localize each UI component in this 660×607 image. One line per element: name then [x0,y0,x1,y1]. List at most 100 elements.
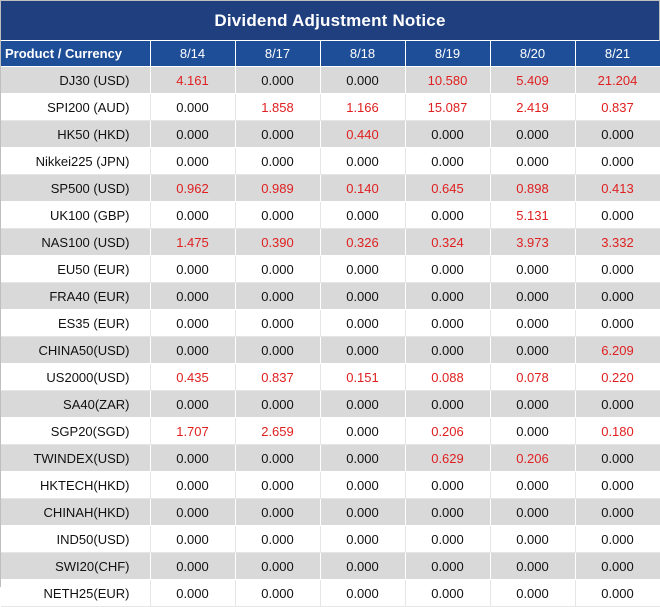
value-cell: 0.000 [575,255,660,283]
product-cell: SGP20(SGD) [1,417,151,445]
table-row: CHINA50(USD) 0.000 0.000 0.000 0.000 0.000 6.2… [1,336,660,364]
value-cell: 0.000 [320,471,406,499]
product-cell: EU50 (EUR) [1,255,151,283]
value-cell: 0.000 [235,390,321,418]
value-cell: 0.000 [405,336,491,364]
value-cell: 0.000 [150,309,236,337]
header-row: Product / Currency 8/14 8/17 8/18 8/19 8… [1,41,660,67]
table-row: Nikkei225 (JPN) 0.000 0.000 0.000 0.000 0.000… [1,147,660,175]
value-cell: 0.000 [405,552,491,580]
value-cell: 5.409 [490,66,576,94]
value-cell: 0.000 [575,552,660,580]
value-cell: 0.220 [575,363,660,391]
value-cell: 0.000 [150,120,236,148]
value-cell: 0.000 [575,471,660,499]
value-cell: 0.629 [405,444,491,472]
value-cell: 0.000 [235,525,321,553]
value-cell: 2.419 [490,93,576,121]
value-cell: 0.000 [575,147,660,175]
product-cell: SP500 (USD) [1,174,151,202]
product-cell: ES35 (EUR) [1,309,151,337]
value-cell: 1.475 [150,228,236,256]
value-cell: 0.000 [490,471,576,499]
date-column-header: 8/14 [150,41,236,67]
product-cell: US2000(USD) [1,363,151,391]
table-row: SPI200 (AUD) 0.000 1.858 1.166 15.087 2.419 0.… [1,93,660,121]
product-cell: CHINA50(USD) [1,336,151,364]
table-body: DJ30 (USD) 4.161 0.000 0.000 10.580 5.409 21.2… [1,66,660,607]
product-cell: Nikkei225 (JPN) [1,147,151,175]
value-cell: 0.000 [405,282,491,310]
product-cell: IND50(USD) [1,525,151,553]
product-cell: HKTECH(HKD) [1,471,151,499]
date-column-header: 8/19 [405,41,491,67]
table-row: SP500 (USD) 0.962 0.989 0.140 0.645 0.898 0.41… [1,174,660,202]
value-cell: 0.000 [150,282,236,310]
value-cell: 0.000 [235,309,321,337]
table-row: SGP20(SGD) 1.707 2.659 0.000 0.206 0.000 0.180 [1,417,660,445]
date-column-header: 8/21 [575,41,660,67]
table-row: SA40(ZAR) 0.000 0.000 0.000 0.000 0.000 0.000 [1,390,660,418]
value-cell: 0.000 [490,498,576,526]
value-cell: 0.000 [150,336,236,364]
value-cell: 1.166 [320,93,406,121]
value-cell: 0.326 [320,228,406,256]
value-cell: 0.151 [320,363,406,391]
value-cell: 0.000 [405,579,491,607]
value-cell: 0.000 [235,255,321,283]
product-column-header: Product / Currency [1,41,151,67]
value-cell: 0.000 [150,471,236,499]
value-cell: 0.000 [235,120,321,148]
value-cell: 0.000 [575,444,660,472]
product-cell: NETH25(EUR) [1,579,151,607]
value-cell: 0.000 [490,255,576,283]
value-cell: 0.000 [320,525,406,553]
value-cell: 15.087 [405,93,491,121]
value-cell: 0.989 [235,174,321,202]
value-cell: 0.000 [320,282,406,310]
value-cell: 4.161 [150,66,236,94]
value-cell: 0.000 [235,282,321,310]
table-row: US2000(USD) 0.435 0.837 0.151 0.088 0.078 0.22… [1,363,660,391]
value-cell: 0.000 [150,93,236,121]
value-cell: 0.000 [490,525,576,553]
value-cell: 0.000 [405,255,491,283]
value-cell: 0.000 [490,552,576,580]
table-row: DJ30 (USD) 4.161 0.000 0.000 10.580 5.409 21.2… [1,66,660,94]
product-cell: SA40(ZAR) [1,390,151,418]
value-cell: 0.140 [320,174,406,202]
product-cell: CHINAH(HKD) [1,498,151,526]
table-row: TWINDEX(USD) 0.000 0.000 0.000 0.629 0.206 0.0… [1,444,660,472]
value-cell: 0.000 [575,282,660,310]
notice-title: Dividend Adjustment Notice [1,1,659,41]
value-cell: 2.659 [235,417,321,445]
value-cell: 0.000 [490,417,576,445]
product-cell: TWINDEX(USD) [1,444,151,472]
date-column-header: 8/20 [490,41,576,67]
value-cell: 5.131 [490,201,576,229]
value-cell: 1.858 [235,93,321,121]
value-cell: 0.000 [405,309,491,337]
value-cell: 0.000 [575,201,660,229]
value-cell: 0.000 [150,390,236,418]
value-cell: 0.000 [235,498,321,526]
product-cell: NAS100 (USD) [1,228,151,256]
table-row: CHINAH(HKD) 0.000 0.000 0.000 0.000 0.000 0.00… [1,498,660,526]
value-cell: 0.000 [575,390,660,418]
value-cell: 0.000 [490,390,576,418]
table-row: HK50 (HKD) 0.000 0.000 0.440 0.000 0.000 0.000 [1,120,660,148]
product-cell: FRA40 (EUR) [1,282,151,310]
value-cell: 0.000 [320,444,406,472]
value-cell: 0.000 [575,525,660,553]
value-cell: 0.000 [490,336,576,364]
value-cell: 0.000 [320,147,406,175]
value-cell: 0.390 [235,228,321,256]
value-cell: 0.000 [575,498,660,526]
value-cell: 0.000 [150,147,236,175]
date-column-header: 8/18 [320,41,406,67]
value-cell: 0.962 [150,174,236,202]
value-cell: 0.000 [150,579,236,607]
value-cell: 0.000 [150,525,236,553]
value-cell: 0.000 [575,309,660,337]
value-cell: 0.440 [320,120,406,148]
